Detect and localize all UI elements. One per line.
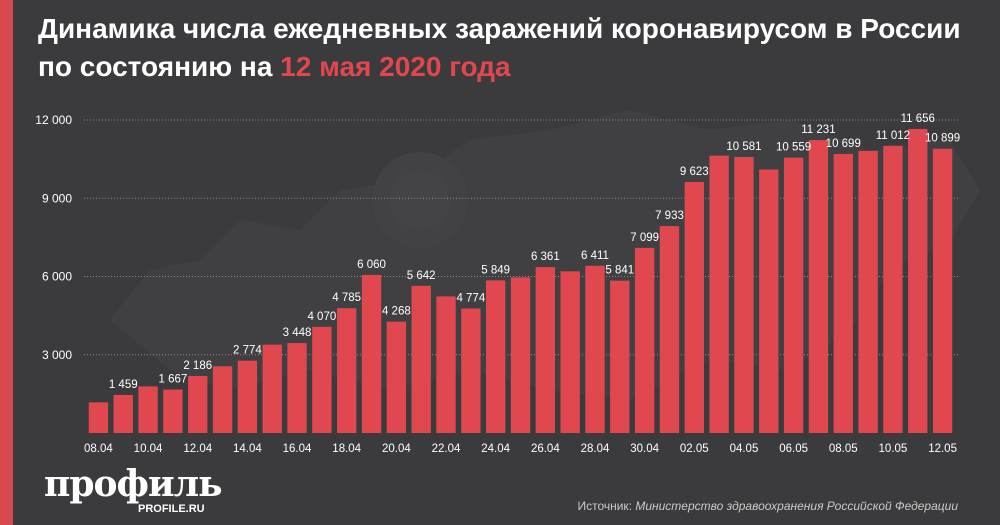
bar	[908, 128, 928, 434]
bar	[684, 182, 704, 433]
bar	[932, 148, 953, 433]
data-label: 4 774	[456, 292, 485, 304]
x-tick-label: 28.04	[581, 443, 610, 455]
bar	[709, 155, 729, 433]
bar	[759, 169, 779, 433]
x-axis: 08.04 10.04 12.04 14.04 16.04 18.04 20.04 22.04…	[84, 443, 957, 455]
bars	[88, 128, 953, 434]
x-tick-label: 10.05	[879, 443, 908, 455]
bar	[163, 389, 183, 433]
data-label: 6 411	[581, 250, 609, 262]
profile-logo: профиль	[44, 463, 223, 505]
x-tick-label: 26.04	[531, 443, 560, 455]
y-tick-label: 3 000	[42, 348, 72, 362]
data-label: 10 581	[726, 141, 761, 153]
bar	[734, 157, 754, 433]
data-label: 6 361	[531, 251, 560, 263]
bar	[535, 267, 556, 433]
x-tick-label: 24.04	[481, 443, 510, 455]
source-label: Источник:	[577, 499, 636, 513]
x-tick-label: 30.04	[630, 443, 659, 455]
x-tick-label: 18.04	[332, 443, 361, 455]
profile-site: PROFILE.RU	[138, 503, 205, 515]
data-label: 5 841	[605, 265, 634, 277]
bar	[138, 386, 158, 433]
x-tick-label: 10.04	[134, 443, 163, 455]
bar	[287, 343, 307, 433]
data-label: 5 849	[481, 264, 510, 276]
source-text: Министерство здравоохранения Российской …	[635, 499, 958, 513]
bar	[659, 226, 680, 433]
data-label: 5 642	[407, 270, 436, 282]
bar	[858, 150, 878, 434]
data-label: 4 070	[307, 311, 336, 323]
data-label: 1 459	[109, 379, 138, 391]
title-date: 12 мая 2020 года	[280, 51, 511, 82]
data-labels: 1 459 1 667 2 186 2 774 3 448 4 070 4 785 6 060…	[109, 113, 960, 391]
bar	[262, 344, 282, 433]
y-tick-label: 9 000	[42, 191, 72, 205]
bar	[808, 140, 829, 433]
bar	[510, 277, 531, 433]
y-axis: 3 000 6 000 9 000 12 000	[35, 113, 72, 362]
bar	[411, 285, 431, 433]
source-note: Источник: Министерство здравоохранения Р…	[577, 499, 958, 513]
bar	[361, 274, 382, 433]
data-label: 11 012	[876, 130, 910, 142]
data-label: 4 268	[382, 306, 411, 318]
bar	[634, 247, 655, 433]
bar	[485, 280, 506, 433]
x-tick-label: 08.05	[829, 443, 858, 455]
bar	[833, 153, 853, 433]
bar	[783, 157, 804, 433]
x-tick-label: 06.05	[779, 443, 808, 455]
bar	[436, 296, 456, 433]
bar	[610, 280, 630, 433]
bar	[237, 360, 258, 433]
bar	[88, 402, 109, 433]
x-tick-label: 12.04	[183, 443, 212, 455]
data-label: 2 186	[183, 360, 212, 372]
bar	[113, 394, 133, 433]
bar	[312, 326, 332, 433]
bar	[386, 321, 407, 433]
data-label: 6 060	[357, 259, 386, 271]
bar	[883, 145, 903, 434]
y-tick-label: 6 000	[42, 270, 72, 284]
data-label: 11 656	[901, 113, 935, 125]
x-tick-label: 22.04	[432, 443, 461, 455]
x-tick-label: 20.04	[382, 443, 411, 455]
bar	[461, 308, 481, 433]
data-label: 10 559	[776, 142, 811, 154]
x-tick-label: 08.04	[84, 443, 113, 455]
bar	[585, 265, 605, 433]
data-label: 2 774	[233, 345, 262, 357]
data-label: 10 699	[826, 138, 861, 150]
x-tick-label: 16.04	[283, 443, 312, 455]
bar	[337, 308, 357, 433]
x-tick-label: 04.05	[730, 443, 759, 455]
bar	[212, 366, 233, 433]
data-label: 10 899	[925, 133, 960, 145]
data-label: 11 231	[801, 124, 835, 136]
chart-title: Динамика числа ежедневных заражений коро…	[38, 10, 988, 86]
data-label: 4 785	[332, 292, 361, 304]
accent-bar	[0, 0, 13, 525]
x-tick-label: 12.05	[928, 443, 957, 455]
data-label: 3 448	[283, 327, 312, 339]
data-label: 9 623	[680, 166, 709, 178]
bar	[560, 271, 580, 433]
x-tick-label: 02.05	[680, 443, 709, 455]
x-tick-label: 14.04	[233, 443, 262, 455]
data-label: 1 667	[159, 374, 188, 386]
bar	[188, 375, 208, 433]
data-label: 7 099	[630, 232, 659, 244]
y-tick-label: 12 000	[35, 113, 72, 127]
title-main: Динамика числа ежедневных заражений коро…	[38, 13, 961, 82]
data-label: 7 933	[655, 210, 684, 222]
